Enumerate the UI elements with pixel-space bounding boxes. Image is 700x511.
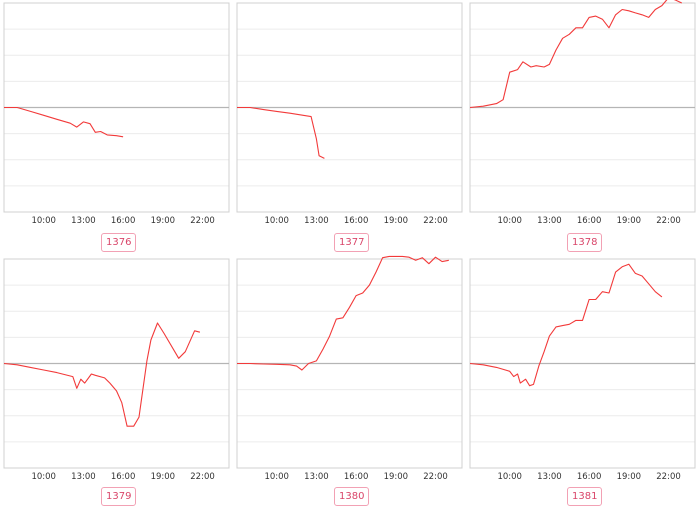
chart-label-1378[interactable]: 1378 <box>567 233 603 252</box>
chart-label-1379[interactable]: 1379 <box>101 487 137 506</box>
x-tick-label: 22:00 <box>656 472 681 482</box>
chart-label-1381[interactable]: 1381 <box>567 487 603 506</box>
chart-svg-1381: 10:00 13:00 16:00 19:00 22:00 <box>469 258 696 482</box>
chart-svg-1377: 10:00 13:00 16:00 19:00 22:00 <box>236 2 463 226</box>
x-tick-label: 13:00 <box>71 472 96 482</box>
chart-panel-1379: 10:00 13:00 16:00 19:00 22:00 1379 <box>0 256 233 511</box>
x-tick-label: 19:00 <box>151 216 176 226</box>
chart-panel-1377: 10:00 13:00 16:00 19:00 22:00 1377 <box>233 0 466 255</box>
x-tick-label: 22:00 <box>190 216 215 226</box>
chart-label-1380[interactable]: 1380 <box>334 487 370 506</box>
x-tick-label: 16:00 <box>344 216 369 226</box>
x-tick-label: 16:00 <box>577 472 602 482</box>
x-tick-label: 13:00 <box>537 472 562 482</box>
series-line <box>3 322 201 427</box>
series-line <box>237 255 449 371</box>
x-tick-label: 13:00 <box>537 216 562 226</box>
chart-svg-1379: 10:00 13:00 16:00 19:00 22:00 <box>3 258 230 482</box>
chart-panel-1381: 10:00 13:00 16:00 19:00 22:00 1381 <box>466 256 699 511</box>
x-tick-label: 13:00 <box>71 216 96 226</box>
x-tick-label: 22:00 <box>656 216 681 226</box>
x-tick-label: 19:00 <box>617 472 642 482</box>
x-tick-label: 13:00 <box>304 216 329 226</box>
chart-label-1376[interactable]: 1376 <box>101 233 137 252</box>
x-tick-label: 16:00 <box>111 216 136 226</box>
x-tick-label: 19:00 <box>617 216 642 226</box>
x-tick-label: 19:00 <box>151 472 176 482</box>
x-tick-label: 13:00 <box>304 472 329 482</box>
x-tick-label: 10:00 <box>264 216 289 226</box>
chart-svg-1376: 10:00 13:00 16:00 19:00 22:00 <box>3 2 230 226</box>
x-tick-label: 16:00 <box>577 216 602 226</box>
x-tick-label: 10:00 <box>31 472 56 482</box>
chart-panel-1380: 10:00 13:00 16:00 19:00 22:00 1380 <box>233 255 466 511</box>
x-tick-label: 10:00 <box>264 472 289 482</box>
chart-svg-1380: 10:00 13:00 16:00 19:00 22:00 <box>236 255 463 482</box>
series-line <box>4 106 124 138</box>
x-tick-label: 22:00 <box>423 216 448 226</box>
x-tick-label: 19:00 <box>384 216 409 226</box>
x-tick-label: 19:00 <box>384 472 409 482</box>
x-tick-label: 22:00 <box>190 472 215 482</box>
x-tick-label: 16:00 <box>111 472 136 482</box>
chart-svg-1378: 10:00 13:00 16:00 19:00 22:00 <box>469 0 696 226</box>
series-line <box>469 263 663 387</box>
x-tick-label: 16:00 <box>344 472 369 482</box>
chart-panel-1376: 10:00 13:00 16:00 19:00 22:00 1376 <box>0 0 233 255</box>
series-line <box>237 106 325 159</box>
x-tick-label: 10:00 <box>497 216 522 226</box>
series-line <box>469 0 683 109</box>
x-tick-label: 10:00 <box>31 216 56 226</box>
chart-label-1377[interactable]: 1377 <box>334 233 370 252</box>
x-tick-label: 22:00 <box>423 472 448 482</box>
x-tick-label: 10:00 <box>497 472 522 482</box>
chart-panel-1378: 10:00 13:00 16:00 19:00 22:00 1378 <box>466 0 699 255</box>
